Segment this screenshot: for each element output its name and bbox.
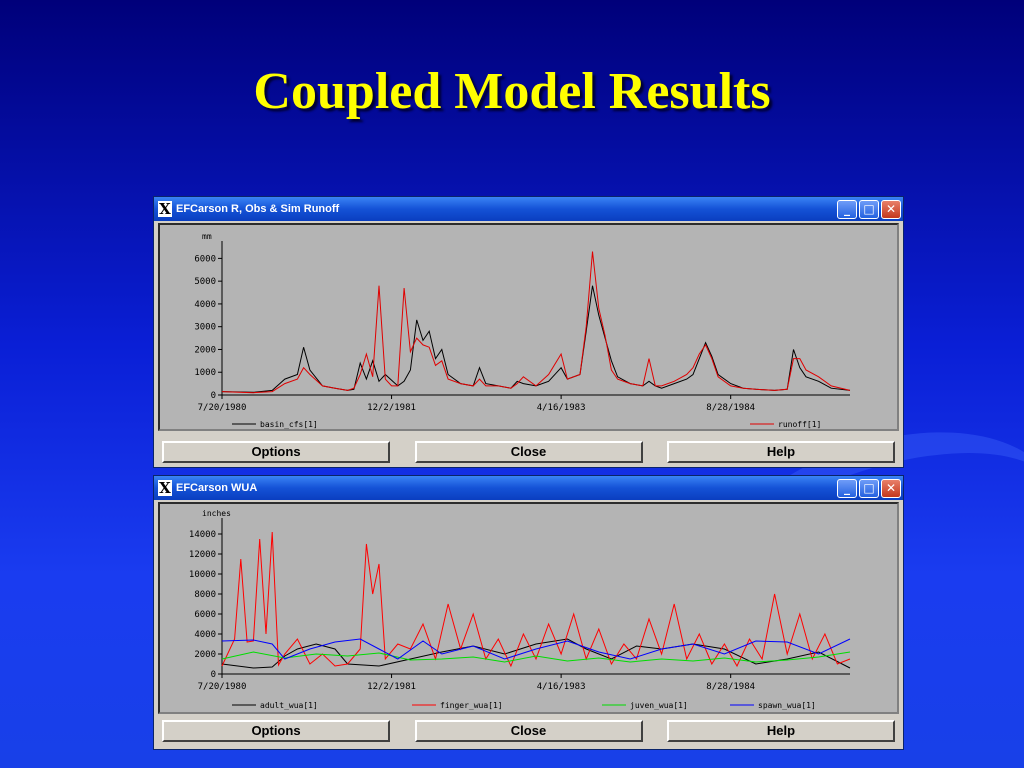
runoff-chart: mm 0 1000 2000 3000 4000 5000 6000 7/20/1980 12/2… bbox=[194, 232, 851, 429]
minimize-button[interactable]: _ bbox=[837, 478, 857, 498]
options-button[interactable]: Options bbox=[162, 441, 390, 463]
close-window-button[interactable]: ✕ bbox=[881, 478, 901, 498]
x-tick-label: 7/20/1980 bbox=[198, 682, 247, 692]
y-axis-label: inches bbox=[202, 509, 231, 518]
x-tick-label: 12/2/1981 bbox=[367, 682, 416, 692]
legend-entry: adult_wua[1] bbox=[260, 701, 318, 710]
x-tick-label: 12/2/1981 bbox=[367, 403, 416, 413]
y-tick-label: 4000 bbox=[194, 630, 216, 640]
options-button[interactable]: Options bbox=[162, 720, 390, 742]
y-tick-label: 8000 bbox=[194, 590, 216, 600]
help-button[interactable]: Help bbox=[667, 720, 895, 742]
x11-logo-icon: X bbox=[158, 200, 172, 218]
y-tick-label: 14000 bbox=[189, 530, 216, 540]
y-axis-label: mm bbox=[202, 232, 212, 241]
runoff-window-titlebar[interactable]: X EFCarson R, Obs & Sim Runoff _ □ ✕ bbox=[154, 197, 903, 221]
slide-title: Coupled Model Results bbox=[253, 63, 771, 120]
legend-entry: juven_wua[1] bbox=[630, 701, 688, 710]
maximize-button[interactable]: □ bbox=[859, 478, 879, 498]
series-line-spawn-wua-1- bbox=[221, 638, 851, 660]
series-line-runoff-1- bbox=[221, 251, 851, 394]
y-tick-label: 2000 bbox=[194, 345, 216, 355]
y-tick-label: 6000 bbox=[194, 254, 216, 264]
close-button[interactable]: Close bbox=[414, 720, 643, 742]
wua-window-titlebar[interactable]: X EFCarson WUA _ □ ✕ bbox=[154, 476, 903, 500]
y-tick-label: 1000 bbox=[194, 368, 216, 378]
legend-entry: spawn_wua[1] bbox=[758, 701, 816, 710]
window-title: EFCarson R, Obs & Sim Runoff bbox=[176, 203, 340, 215]
x-tick-label: 7/20/1980 bbox=[198, 403, 247, 413]
legend-entry: finger_wua[1] bbox=[440, 701, 503, 710]
y-tick-label: 5000 bbox=[194, 277, 216, 287]
x11-logo-icon: X bbox=[158, 479, 172, 497]
series-line-juven-wua-1- bbox=[221, 651, 851, 663]
wua-plot-area: inches 0 2000 4000 6000 8000 10000 12000 14000 7/… bbox=[158, 502, 899, 714]
x-tick-label: 4/16/1983 bbox=[537, 682, 586, 692]
y-tick-label: 3000 bbox=[194, 323, 216, 333]
y-tick-label: 4000 bbox=[194, 300, 216, 310]
window-title: EFCarson WUA bbox=[176, 482, 258, 494]
y-tick-label: 10000 bbox=[189, 570, 216, 580]
help-button[interactable]: Help bbox=[667, 441, 895, 463]
series-line-adult-wua-1- bbox=[221, 638, 851, 669]
runoff-window[interactable]: X EFCarson R, Obs & Sim Runoff _ □ ✕ mm 0… bbox=[153, 196, 904, 468]
wua-chart: inches 0 2000 4000 6000 8000 10000 12000 14000 7/… bbox=[189, 509, 851, 710]
x-tick-label: 8/28/1984 bbox=[706, 403, 755, 413]
runoff-plot-area: mm 0 1000 2000 3000 4000 5000 6000 7/20/1980 12/2… bbox=[158, 223, 899, 431]
y-tick-label: 6000 bbox=[194, 610, 216, 620]
series-line-basin-cfs-1- bbox=[221, 285, 851, 393]
close-button[interactable]: Close bbox=[414, 441, 643, 463]
x-tick-label: 4/16/1983 bbox=[537, 403, 586, 413]
y-tick-label: 0 bbox=[211, 391, 216, 401]
maximize-button[interactable]: □ bbox=[859, 199, 879, 219]
y-tick-label: 2000 bbox=[194, 650, 216, 660]
y-tick-label: 12000 bbox=[189, 550, 216, 560]
series-line-finger-wua-1- bbox=[221, 531, 851, 668]
y-tick-label: 0 bbox=[211, 670, 216, 680]
x-tick-label: 8/28/1984 bbox=[706, 682, 755, 692]
legend-entry: basin_cfs[1] bbox=[260, 420, 318, 429]
wua-window[interactable]: X EFCarson WUA _ □ ✕ inches 0 2000 4000 6000… bbox=[153, 475, 904, 750]
minimize-button[interactable]: _ bbox=[837, 199, 857, 219]
legend-entry: runoff[1] bbox=[778, 420, 821, 429]
close-window-button[interactable]: ✕ bbox=[881, 199, 901, 219]
